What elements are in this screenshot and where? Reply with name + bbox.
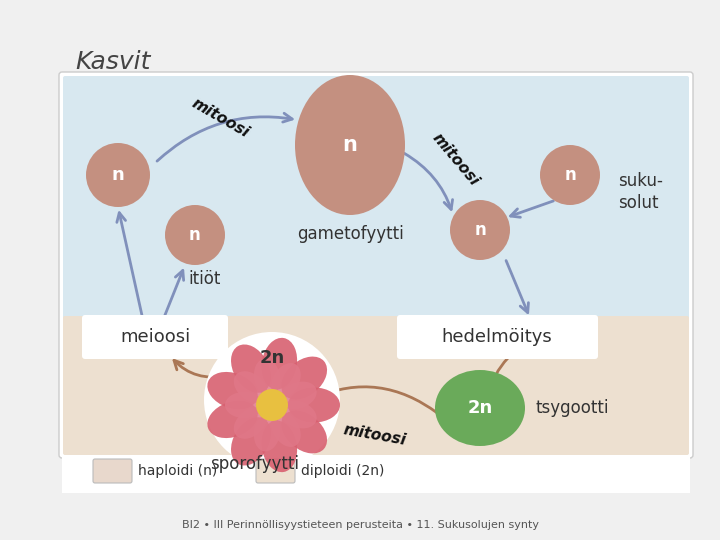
Ellipse shape: [254, 414, 280, 451]
FancyBboxPatch shape: [82, 315, 228, 359]
Text: hedelmöitys: hedelmöitys: [441, 328, 552, 346]
Text: 2n: 2n: [259, 349, 284, 367]
Ellipse shape: [254, 359, 280, 396]
FancyBboxPatch shape: [63, 316, 689, 455]
Text: n: n: [112, 166, 125, 184]
Ellipse shape: [540, 145, 600, 205]
Ellipse shape: [234, 407, 267, 439]
Text: haploidi (n): haploidi (n): [138, 464, 217, 478]
Text: suku-
solut: suku- solut: [618, 172, 663, 212]
Ellipse shape: [435, 370, 525, 446]
FancyBboxPatch shape: [59, 72, 693, 458]
Text: mitoosi: mitoosi: [342, 422, 408, 448]
Text: gametofyytti: gametofyytti: [297, 225, 403, 243]
Ellipse shape: [86, 143, 150, 207]
Text: diploidi (2n): diploidi (2n): [301, 464, 384, 478]
FancyBboxPatch shape: [256, 459, 295, 483]
Text: n: n: [343, 135, 357, 155]
Ellipse shape: [271, 363, 301, 399]
Text: 2n: 2n: [467, 399, 492, 417]
FancyBboxPatch shape: [93, 459, 132, 483]
Ellipse shape: [280, 401, 317, 428]
Ellipse shape: [234, 371, 267, 403]
Ellipse shape: [225, 392, 263, 418]
Text: tsygootti: tsygootti: [535, 399, 608, 417]
Ellipse shape: [271, 411, 301, 447]
Text: mitoosi: mitoosi: [189, 96, 251, 140]
Ellipse shape: [261, 338, 297, 389]
FancyBboxPatch shape: [62, 455, 690, 493]
Circle shape: [256, 389, 288, 421]
Ellipse shape: [295, 75, 405, 215]
Text: mitoosi: mitoosi: [429, 131, 481, 189]
FancyBboxPatch shape: [63, 76, 689, 320]
Text: n: n: [189, 226, 201, 244]
Text: Kasvit: Kasvit: [75, 50, 150, 74]
Ellipse shape: [450, 200, 510, 260]
Text: itiöt: itiöt: [189, 270, 221, 288]
Text: BI2 • III Perinnöllisyystieteen perusteita • 11. Sukusolujen synty: BI2 • III Perinnöllisyystieteen perustei…: [181, 520, 539, 530]
Circle shape: [204, 332, 340, 468]
FancyBboxPatch shape: [397, 315, 598, 359]
Text: meioosi: meioosi: [120, 328, 190, 346]
Text: n: n: [474, 221, 486, 239]
Ellipse shape: [280, 382, 317, 409]
Ellipse shape: [165, 205, 225, 265]
Text: sporofyytti: sporofyytti: [210, 455, 300, 473]
Ellipse shape: [207, 372, 258, 409]
Text: n: n: [564, 166, 576, 184]
Ellipse shape: [261, 421, 297, 472]
Ellipse shape: [207, 401, 258, 438]
Ellipse shape: [282, 356, 327, 400]
Ellipse shape: [231, 345, 271, 393]
Ellipse shape: [288, 388, 340, 422]
Ellipse shape: [282, 410, 327, 454]
Ellipse shape: [231, 417, 271, 465]
